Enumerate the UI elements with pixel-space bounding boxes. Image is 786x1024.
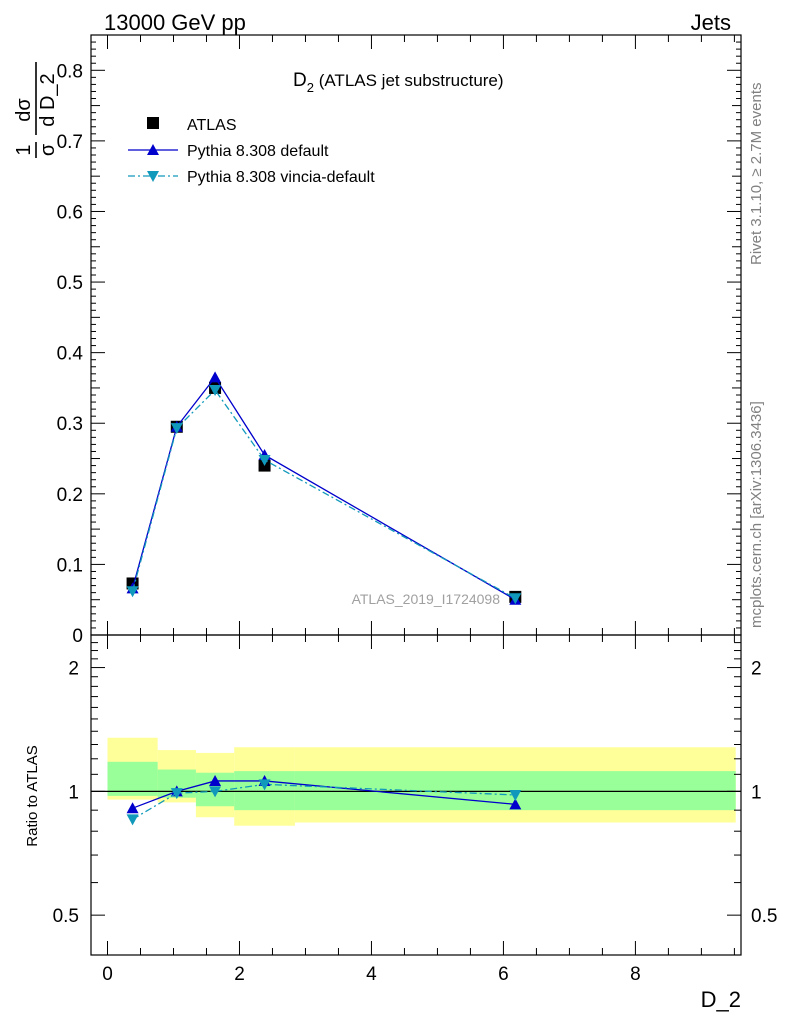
header-left-label: 13000 GeV pp bbox=[104, 10, 246, 35]
ratio-y-tick-label-right: 2 bbox=[751, 659, 762, 680]
main-ylabel-den: σ bbox=[37, 143, 59, 156]
header-right-label: Jets bbox=[691, 10, 731, 35]
ratio-pythia-vincia-point bbox=[258, 779, 271, 791]
pythia-vincia-point bbox=[509, 593, 522, 605]
ratio-panel-frame bbox=[90, 634, 742, 956]
main-ylabel-num: 1 bbox=[13, 144, 35, 155]
legend-marker-atlas bbox=[147, 117, 159, 129]
pythia-default-point bbox=[209, 371, 222, 383]
x-axis-label: D_2 bbox=[701, 987, 741, 1012]
main-title-rest: (ATLAS jet substructure) bbox=[314, 71, 504, 90]
legend-marker-default bbox=[147, 144, 159, 155]
main-panel-axes: 0 0.1 0.2 0.3 0.4 0.5 0.6 0.7 0.8 bbox=[57, 34, 741, 647]
ratio-pythia-default-point bbox=[126, 802, 139, 814]
main-title-subscript: 2 bbox=[307, 80, 314, 95]
pythia-vincia-point bbox=[209, 385, 222, 397]
x-tick-label: 2 bbox=[234, 964, 245, 985]
pythia-vincia-point bbox=[126, 586, 139, 598]
ratio-ylabel: Ratio to ATLAS bbox=[24, 745, 41, 846]
pythia-vincia-point bbox=[258, 454, 271, 466]
ratio-pythia-vincia-point bbox=[209, 786, 222, 798]
main-y-tick-label: 0.3 bbox=[57, 414, 83, 435]
ratio-y-tick-label-left: 0.5 bbox=[53, 906, 79, 927]
pythia-vincia-line bbox=[131, 389, 516, 599]
ratio-pythia-vincia-point bbox=[126, 814, 139, 826]
legend: ATLAS Pythia 8.308 default Pythia 8.308 … bbox=[128, 117, 375, 186]
main-title-symbol: D bbox=[293, 70, 307, 91]
ratio-pythia-vincia-line bbox=[132, 783, 516, 820]
main-y-tick-label: 0 bbox=[72, 626, 83, 647]
main-panel-data bbox=[126, 371, 522, 605]
main-y-tick-label: 0.6 bbox=[57, 202, 83, 223]
ratio-pythia-vincia-point bbox=[170, 788, 183, 800]
ratio-band-green bbox=[107, 761, 158, 796]
legend-label-default: Pythia 8.308 default bbox=[187, 143, 329, 160]
main-ylabel-dnum: dσ bbox=[13, 98, 35, 122]
ratio-y-tick-label-right: 1 bbox=[751, 782, 762, 803]
x-tick-label: 6 bbox=[498, 964, 509, 985]
ratio-y-tick-label-left: 1 bbox=[68, 782, 79, 803]
main-y-tick-label: 0.4 bbox=[57, 344, 84, 365]
main-y-tick-label: 0.8 bbox=[57, 61, 83, 82]
pythia-vincia-point bbox=[170, 423, 183, 435]
ratio-y-tick-label-left: 2 bbox=[68, 659, 79, 680]
legend-marker-vincia bbox=[147, 171, 159, 182]
main-ylabel: 1 σ dσ d D_2 bbox=[13, 62, 59, 158]
ratio-pythia-default-point bbox=[209, 774, 222, 786]
ratio-panel-data bbox=[126, 774, 522, 826]
main-y-tick-label: 0.7 bbox=[57, 132, 83, 153]
main-y-tick-label: 0.1 bbox=[57, 555, 83, 576]
x-tick-label: 8 bbox=[630, 964, 641, 985]
main-ylabel-dden: d D_2 bbox=[37, 73, 59, 126]
ratio-uncertainty-bands bbox=[91, 737, 741, 826]
main-y-tick-label: 0.2 bbox=[57, 485, 83, 506]
main-title: D2 (ATLAS jet substructure) bbox=[293, 70, 504, 95]
x-tick-label: 0 bbox=[102, 964, 113, 985]
legend-label-vincia: Pythia 8.308 vincia-default bbox=[187, 169, 375, 186]
rivet-label: Rivet 3.1.10, ≥ 2.7M events bbox=[748, 83, 765, 266]
ratio-y-tick-label-right: 0.5 bbox=[751, 906, 777, 927]
analysis-watermark: ATLAS_2019_I1724098 bbox=[352, 591, 501, 607]
ratio-pythia-vincia-point bbox=[509, 789, 522, 801]
ratio-panel-axes: 0 2 4 6 8 0.5 0.5 1 1 2 2 bbox=[53, 635, 777, 985]
x-tick-label: 4 bbox=[366, 964, 377, 985]
legend-label-atlas: ATLAS bbox=[187, 117, 237, 134]
mcplots-label: mcplots.cern.ch [arXiv:1306.3436] bbox=[748, 401, 765, 628]
ratio-pythia-default-point bbox=[509, 798, 522, 810]
main-y-tick-label: 0.5 bbox=[57, 273, 83, 294]
